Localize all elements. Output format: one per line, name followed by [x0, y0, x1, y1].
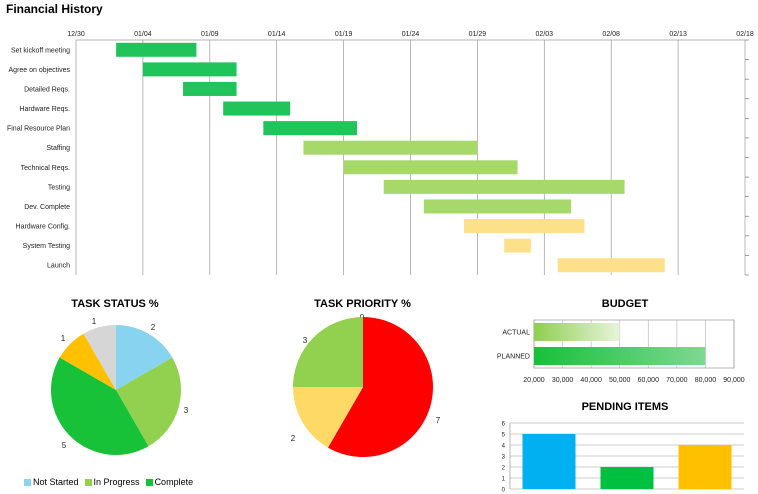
gantt-task-label: Launch — [47, 263, 70, 270]
pending-items-chart: 0 1 2 3 4 5 6 — [502, 422, 744, 494]
gantt-task-bar — [504, 238, 531, 253]
gantt-x-tick: 12/30 — [67, 31, 85, 38]
task-status-pie: 2 3 5 1 1 — [50, 317, 189, 455]
pie-slice — [83, 325, 116, 390]
task-status-legend: Not Started In Progress Complete — [24, 477, 193, 487]
budget-chart: 20,000 30,000 40,000 50,000 60,000 70,000 80,0… — [497, 319, 745, 384]
page-title: Financial History — [6, 2, 103, 16]
pending-bar — [522, 434, 576, 489]
gantt-task-label: Staffing — [46, 145, 70, 152]
budget-title: BUDGET — [601, 298, 649, 310]
legend-item-in-progress: In Progress — [84, 477, 140, 487]
gantt-task-label: Set kickoff meeting — [11, 47, 70, 54]
pending-y-tick: 6 — [502, 422, 506, 428]
gantt-task-label: Technical Reqs. — [21, 165, 70, 172]
pie-data-label: 1 — [92, 317, 97, 326]
legend-swatch — [84, 478, 92, 486]
gantt-task-label: Testing — [48, 184, 70, 191]
gantt-x-tick: 02/18 — [736, 31, 754, 38]
pending-y-tick: 4 — [502, 444, 506, 450]
pie-slice — [116, 357, 182, 447]
budget-bar — [534, 323, 620, 341]
gantt-x-tick: 01/09 — [201, 31, 219, 38]
gantt-task-bar — [223, 101, 291, 116]
gantt-task-label: Detailed Reqs. — [24, 86, 70, 93]
task-priority-pie: 0723 — [291, 313, 441, 457]
pending-bar — [600, 467, 654, 489]
gantt-task-label: System Testing — [23, 243, 70, 250]
gantt-task-bar — [116, 42, 197, 57]
gantt-task-bar — [142, 62, 237, 77]
gantt-task-bar — [183, 81, 237, 96]
pie-data-label: 3 — [184, 406, 189, 415]
gantt-task-bar — [263, 121, 357, 136]
gantt-task-bar — [557, 258, 665, 273]
gantt-x-tick: 01/14 — [268, 31, 286, 38]
legend-item-complete: Complete — [145, 477, 194, 487]
pie-slice — [50, 357, 149, 455]
gantt-x-tick: 01/19 — [335, 31, 353, 38]
budget-x-tick: 20,000 — [523, 377, 545, 384]
pie-slice — [59, 333, 116, 390]
pending-bar — [678, 445, 732, 489]
budget-x-tick: 30,000 — [552, 377, 574, 384]
gantt-x-tick: 02/08 — [602, 31, 620, 38]
pie-slice — [328, 317, 433, 457]
budget-x-tick: 70,000 — [666, 377, 688, 384]
gantt-task-bar — [464, 219, 585, 234]
legend-swatch — [145, 478, 153, 486]
budget-x-tick: 80,000 — [695, 377, 717, 384]
pie-data-label: 7 — [436, 416, 441, 425]
pie-data-label: 3 — [303, 336, 308, 345]
pie-data-label: 2 — [291, 434, 296, 443]
gantt-x-tick: 01/24 — [402, 31, 420, 38]
gantt-x-tick: 02/13 — [669, 31, 687, 38]
budget-plot-frame — [533, 319, 735, 369]
pending-items-title: PENDING ITEMS — [581, 401, 669, 413]
budget-bar — [534, 347, 706, 365]
gantt-task-bar — [423, 199, 572, 214]
gantt-x-tick: 01/29 — [469, 31, 487, 38]
pie-data-label: 1 — [61, 334, 66, 343]
task-status-title: TASK STATUS % — [71, 298, 159, 310]
legend-label: In Progress — [93, 477, 140, 487]
gantt-task-bar — [303, 140, 478, 155]
pie-data-label: 5 — [62, 441, 67, 450]
pending-y-tick: 1 — [502, 477, 506, 483]
pie-slice — [116, 325, 173, 390]
legend-swatch — [24, 478, 31, 486]
budget-x-tick: 50,000 — [609, 377, 631, 384]
task-priority-title: TASK PRIORITY % — [314, 298, 411, 310]
budget-x-tick: 60,000 — [638, 377, 660, 384]
pending-y-tick: 3 — [502, 455, 506, 461]
gantt-x-tick: 02/03 — [536, 31, 554, 38]
budget-x-tick: 40,000 — [580, 377, 602, 384]
pie-data-label: 2 — [151, 323, 156, 332]
gantt-task-label: Dev. Complete — [24, 204, 70, 211]
pending-y-tick: 0 — [502, 488, 506, 494]
legend-item-not-started: Not Started — [24, 477, 79, 487]
gantt-task-label: Hardware Config. — [16, 224, 71, 231]
gantt-chart: 12/30 01/04 01/09 01/14 01/19 01/24 01/29 02/03… — [7, 31, 754, 276]
budget-category-label: PLANNED — [497, 354, 530, 361]
gantt-task-label: Final Resource Plan — [7, 126, 70, 133]
pending-y-tick: 2 — [502, 466, 506, 472]
gantt-task-bar — [343, 160, 518, 175]
gantt-task-bar — [383, 179, 625, 194]
budget-category-label: ACTUAL — [502, 330, 530, 337]
budget-x-tick: 90,000 — [723, 377, 745, 384]
gantt-task-label: Agree on objectives — [9, 67, 71, 74]
legend-label: Complete — [154, 477, 194, 487]
pie-slice — [293, 387, 363, 448]
gantt-task-label: Hardware Reqs. — [19, 106, 70, 113]
gantt-x-tick: 01/04 — [134, 31, 152, 38]
pie-slice — [293, 317, 363, 387]
legend-label: Not Started — [33, 477, 79, 487]
pending-y-tick: 5 — [502, 433, 506, 439]
